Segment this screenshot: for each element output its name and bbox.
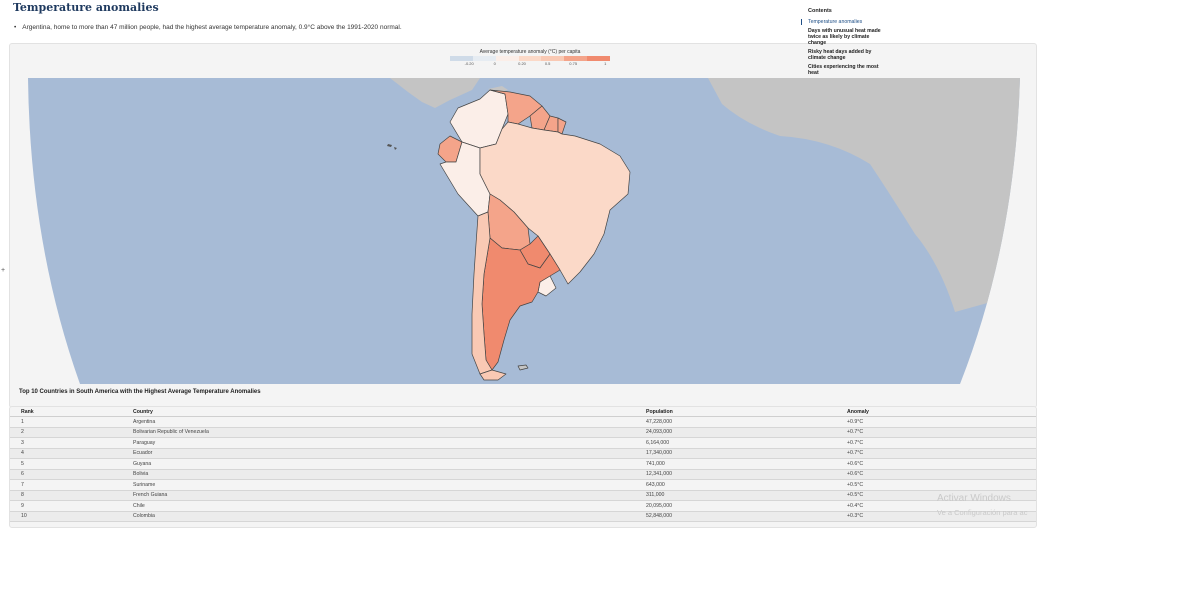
cell-country: Guyana [133,458,646,470]
cell-population: 6,164,000 [646,437,847,449]
galapagos-islands [387,144,397,150]
legend-tick: 1 [604,61,607,66]
table-row: 6 Bolivia 12,341,000 +0.6°C [10,469,1036,480]
cell-country: French Guiana [133,490,646,501]
table-row: 8 French Guiana 311,000 +0.5°C [10,490,1036,501]
cell-anomaly: +0.5°C [847,479,1036,491]
cell-rank: 8 [10,490,133,501]
header-anomaly: Anomaly [847,407,1036,417]
cell-rank: 5 [10,458,133,470]
cell-anomaly: +0.7°C [847,448,1036,459]
table-row: 2 Bolivarian Republic of Venezuela 24,093,… [10,427,1036,438]
cell-country: Ecuador [133,448,646,459]
table-row: 7 Suriname 643,000 +0.5°C [10,479,1036,491]
table-of-contents: Contents Temperature anomalies Days with… [801,8,881,79]
cell-country: Bolivia [133,469,646,480]
cell-anomaly: +0.9°C [847,416,1036,428]
page-title: Temperature anomalies [13,1,159,14]
legend-tick: 0.75 [569,61,578,66]
toc-link-unusual-heat-days[interactable]: Days with unusual heat made twice as lik… [808,28,881,46]
header-rank: Rank [10,407,133,417]
legend-swatch [495,56,519,61]
legend-tick: 0 [493,61,496,66]
ranking-table: Rank Country Population Anomaly 1 Argenti… [10,407,1036,522]
cell-rank: 6 [10,469,133,480]
windows-activation-watermark: Activar Windows [937,493,1011,504]
toc-link-temperature-anomalies[interactable]: Temperature anomalies [801,19,881,25]
cell-anomaly: +0.5°C [847,490,1036,501]
toc-link-cities-most-heat[interactable]: Cities experiencing the most heat [808,64,879,76]
legend-tick: 0.20 [518,61,526,66]
cell-population: 741,000 [646,458,847,470]
cell-rank: 3 [10,437,133,449]
summary-bullet: Argentina, home to more than 47 million … [14,24,401,31]
legend-swatch [541,56,565,61]
ranking-table-card: Rank Country Population Anomaly 1 Argenti… [9,406,1037,528]
toc-heading: Contents [808,8,832,14]
cell-country: Suriname [133,479,646,491]
map-legend: Average temperature anomaly (°C) per cap… [450,49,611,67]
central-america-landmass [390,78,480,108]
cell-anomaly: +0.3°C [847,511,1036,522]
table-header-row: Rank Country Population Anomaly [10,407,1036,417]
cell-rank: 2 [10,427,133,438]
cell-rank: 10 [10,511,133,522]
cell-population: 52,848,000 [646,511,847,522]
cell-population: 643,000 [646,479,847,491]
tierra-del-fuego [479,369,507,381]
africa-landmass [708,78,1020,312]
table-row: 4 Ecuador 17,340,000 +0.7°C [10,448,1036,459]
cell-population: 47,228,000 [646,416,847,428]
cell-anomaly: +0.6°C [847,458,1036,470]
header-population: Population [646,407,847,417]
choropleth-map [28,78,1020,384]
cell-population: 20,095,000 [646,500,847,512]
country-venezuela [489,89,543,125]
map-card: Average temperature anomaly (°C) per cap… [9,43,1037,408]
legend-swatch [472,56,496,61]
windows-activation-watermark-sub: Ve a Configuración para ac [937,508,1028,517]
legend-color-bar [450,56,611,61]
table-row: 9 Chile 20,095,000 +0.4°C [10,500,1036,512]
legend-swatch [450,56,473,61]
table-row: 5 Guyana 741,000 +0.6°C [10,458,1036,470]
cell-country: Argentina [133,416,646,428]
cell-rank: 7 [10,479,133,491]
legend-tick: 0.5 [544,61,551,66]
legend-swatch [564,56,588,61]
cell-country: Colombia [133,511,646,522]
toc-link-risky-heat-days[interactable]: Risky heat days added by climate change [808,49,872,61]
country-chile [471,211,493,375]
cell-country: Bolivarian Republic of Venezuela [133,427,646,438]
table-row: 10 Colombia 52,848,000 +0.3°C [10,511,1036,522]
legend-title: Average temperature anomaly (°C) per cap… [479,49,581,55]
cell-country: Paraguay [133,437,646,449]
table-row: 3 Paraguay 6,164,000 +0.7°C [10,437,1036,449]
table-body: 1 Argentina 47,228,000 +0.9°C 2 Bolivarian Re… [10,416,1036,522]
cell-rank: 9 [10,500,133,512]
cell-population: 17,340,000 [646,448,847,459]
cell-population: 311,000 [646,490,847,501]
legend-swatch [587,56,611,61]
table-row: 1 Argentina 47,228,000 +0.9°C [10,416,1036,428]
legend-tick: -0.20 [464,61,474,66]
table-caption: Top 10 Countries in South America with t… [19,389,261,395]
cell-rank: 1 [10,416,133,428]
falkland-islands [517,364,529,371]
cell-rank: 4 [10,448,133,459]
edge-mark: + [1,267,6,274]
cell-anomaly: +0.4°C [847,500,1036,512]
legend-ticks: -0.20 0 0.20 0.5 0.75 1 [450,61,610,67]
cell-anomaly: +0.7°C [847,427,1036,438]
cell-anomaly: +0.6°C [847,469,1036,480]
header-country: Country [133,407,646,417]
cell-anomaly: +0.7°C [847,437,1036,449]
legend-swatch [518,56,542,61]
cell-country: Chile [133,500,646,512]
cell-population: 12,341,000 [646,469,847,480]
cell-population: 24,093,000 [646,427,847,438]
